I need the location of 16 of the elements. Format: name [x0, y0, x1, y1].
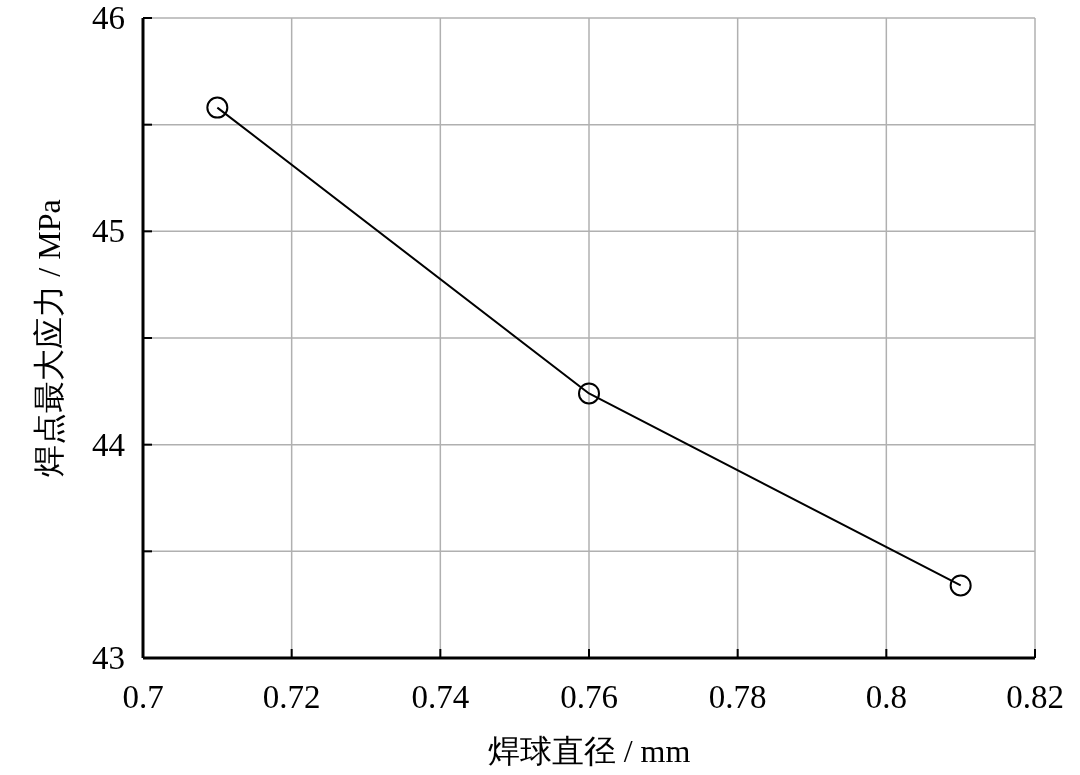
- x-tick-label: 0.72: [262, 679, 321, 715]
- point: [578, 382, 600, 405]
- y-tick-label: 45: [92, 213, 125, 250]
- point: [949, 574, 972, 597]
- x-tick-label: 0.74: [411, 679, 470, 715]
- x-tick-label: 0.8: [865, 679, 907, 715]
- point: [206, 96, 229, 119]
- x-axis-title: 焊球直径 / mm: [487, 733, 691, 769]
- x-tick-label: 0.82: [1006, 679, 1064, 715]
- x-tick-label: 0.76: [560, 679, 618, 715]
- y-tick-label: 46: [92, 0, 125, 36]
- x-tick-label: 0.78: [708, 679, 767, 715]
- y-axis-title: 焊点最大应力 / MPa: [31, 199, 67, 477]
- y-tick-label: 44: [92, 426, 125, 463]
- y-tick-label: 43: [92, 640, 125, 676]
- x-tick-label: 0.7: [122, 679, 164, 715]
